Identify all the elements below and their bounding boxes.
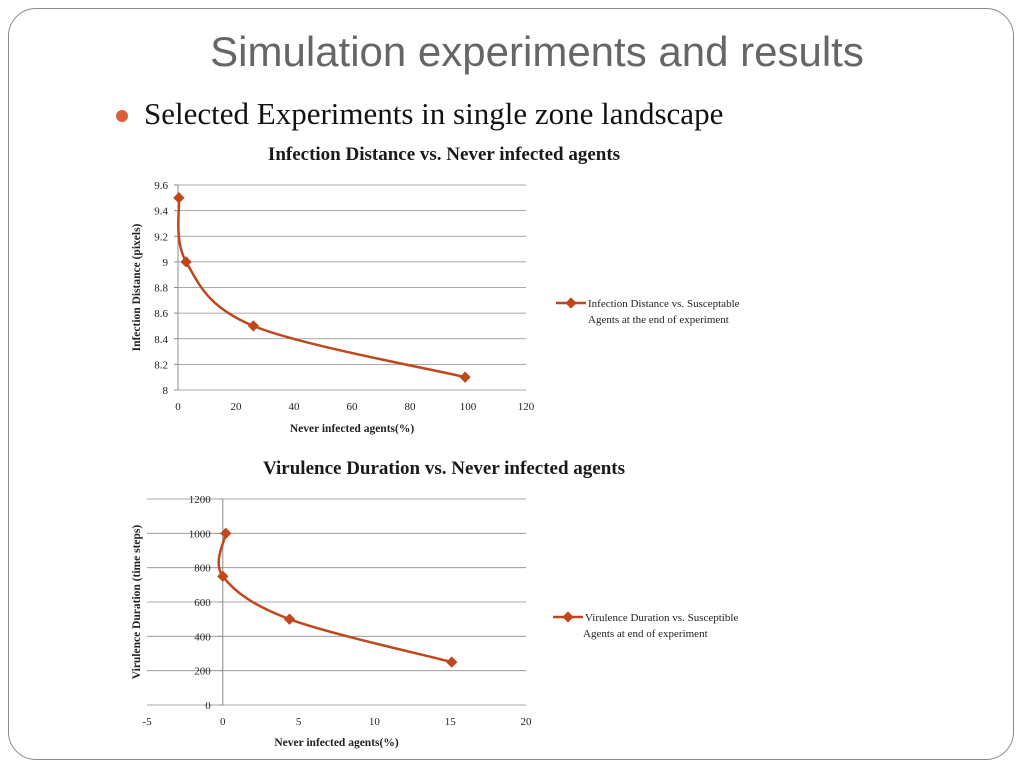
chart1-y-tick-label: 9.4 bbox=[154, 206, 168, 218]
chart1-legend-marker bbox=[565, 297, 577, 309]
chart1-legend-label: Infection Distance vs. Susceptable Agents… bbox=[588, 298, 740, 326]
chart1-legend-label-line: Infection Distance vs. Susceptable bbox=[588, 298, 740, 310]
chart1-y-tick-label: 8.4 bbox=[154, 334, 168, 346]
chart1-legend-label-line: Agents at the end of experiment bbox=[588, 314, 729, 326]
chart1-y-tick-label: 8 bbox=[163, 385, 169, 397]
chart2-data-point bbox=[283, 613, 296, 625]
chart1-title: Infection Distance vs. Never infected ag… bbox=[268, 144, 620, 165]
bullet-dot-icon bbox=[116, 110, 128, 122]
chart1-y-tick-label: 9 bbox=[163, 257, 169, 269]
chart2-data-point bbox=[217, 570, 229, 582]
chart1-x-tick-label: 0 bbox=[175, 401, 181, 413]
chart1-data-point bbox=[247, 320, 260, 332]
chart2-x-tick-label: 5 bbox=[296, 716, 302, 728]
chart2-title: Virulence Duration vs. Never infected ag… bbox=[263, 458, 625, 479]
chart2-series-line bbox=[217, 533, 453, 664]
chart2-y-axis-label: Virulence Duration (time steps) bbox=[131, 525, 143, 680]
chart2-y-tick-label: 1200 bbox=[189, 494, 212, 506]
chart2-legend-label-line: Virulence Duration vs. Susceptible bbox=[585, 612, 738, 624]
chart1-y-axis-label: Infection Distance (pixels) bbox=[131, 223, 143, 351]
chart2-x-tick-label: 0 bbox=[220, 716, 226, 728]
chart2-data-point bbox=[220, 527, 232, 539]
chart2-y-tick-label: 1000 bbox=[189, 528, 212, 540]
bullet-text: Selected Experiments in single zone land… bbox=[144, 96, 724, 131]
chart1-x-tick-label: 60 bbox=[347, 401, 359, 413]
chart1-x-axis-label: Never infected agents(%) bbox=[290, 423, 415, 435]
chart2-y-tick-label: 800 bbox=[194, 563, 211, 575]
chart2-legend-marker bbox=[562, 611, 574, 623]
chart2-y-tick-label: 600 bbox=[194, 597, 211, 609]
chart2-legend-label-line: Agents at end of experiment bbox=[583, 628, 708, 640]
chart1-y-tick-label: 8.2 bbox=[154, 359, 168, 371]
chart1-x-tick-label: 120 bbox=[518, 401, 535, 413]
chart2-x-tick-label: 20 bbox=[521, 716, 533, 728]
chart2-data-point bbox=[446, 656, 458, 668]
chart1-x-tick-label: 80 bbox=[405, 401, 417, 413]
slide-frame bbox=[8, 8, 1014, 760]
chart1-x-tick-label: 20 bbox=[231, 401, 243, 413]
chart1-x-tick-label: 100 bbox=[460, 401, 477, 413]
chart1-y-tick-label: 8.6 bbox=[154, 308, 168, 320]
chart1-x-tick-label: 40 bbox=[289, 401, 301, 413]
chart1-y-tick-label: 9.2 bbox=[154, 231, 168, 243]
chart1-y-tick-label: 8.8 bbox=[154, 283, 168, 295]
chart2-y-tick-label: 0 bbox=[205, 700, 211, 712]
chart2-x-tick-label: 15 bbox=[445, 716, 457, 728]
chart2-y-tick-label: 200 bbox=[194, 666, 211, 678]
chart2-x-axis-label: Never infected agents(%) bbox=[274, 737, 399, 749]
chart2-y-tick-label: 400 bbox=[194, 631, 211, 643]
chart1-data-point bbox=[459, 371, 471, 383]
chart1-y-tick-label: 9.6 bbox=[154, 180, 168, 192]
chart1-data-point bbox=[180, 256, 192, 268]
chart1-series-line bbox=[177, 197, 466, 379]
chart1-data-point bbox=[173, 192, 185, 204]
chart2-x-tick-label: 10 bbox=[369, 716, 381, 728]
chart2-legend-label: Virulence Duration vs. Susceptible Agents… bbox=[583, 612, 738, 640]
slide-title: Simulation experiments and results bbox=[210, 28, 864, 75]
chart2-x-tick-label: -5 bbox=[142, 716, 152, 728]
